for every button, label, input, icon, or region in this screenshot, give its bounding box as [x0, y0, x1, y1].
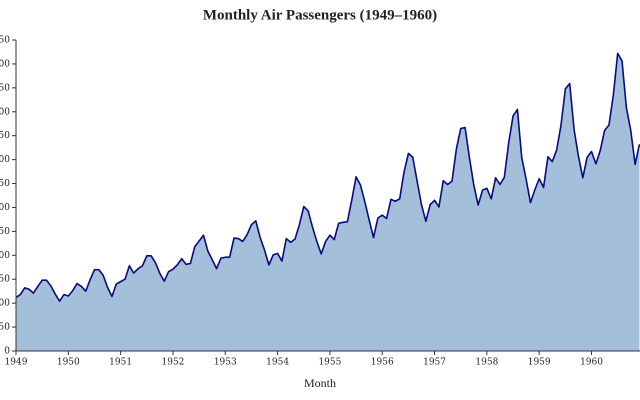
y-tick-label: 550 — [0, 83, 10, 93]
x-tick-label: 1955 — [318, 358, 341, 368]
y-tick-label: 450 — [0, 131, 10, 141]
chart-title: Monthly Air Passengers (1949–1960) — [203, 7, 437, 23]
x-tick-label: 1952 — [162, 358, 185, 368]
y-tick-label: 400 — [0, 155, 10, 165]
y-tick-label: 500 — [0, 107, 10, 117]
y-tick-label: 0 — [4, 347, 10, 357]
y-tick-label: 350 — [0, 179, 10, 189]
x-tick-label: 1949 — [5, 358, 28, 368]
y-tick-label: 150 — [0, 275, 10, 285]
y-tick-label: 600 — [0, 59, 10, 69]
x-tick-label: 1951 — [109, 358, 132, 368]
x-tick-label: 1958 — [475, 358, 498, 368]
x-tick-label: 1957 — [423, 358, 446, 368]
line — [15, 52, 640, 303]
area — [16, 53, 640, 352]
x-axis-label: Month — [304, 376, 336, 390]
x-tick-label: 1956 — [371, 358, 394, 368]
x-tick-label: 1953 — [214, 358, 237, 368]
x-tick-label: 1954 — [266, 358, 289, 368]
y-tick-label: 650 — [0, 36, 10, 46]
y-tick-label: 50 — [0, 323, 10, 333]
x-tick-label: 1950 — [57, 358, 80, 368]
x-tick-label: 1960 — [580, 358, 603, 368]
y-tick-label: 250 — [0, 227, 10, 237]
y-tick-label: 100 — [0, 299, 10, 309]
x-tick-label: 1959 — [528, 358, 551, 368]
y-tick-label: 200 — [0, 251, 10, 261]
y-tick-label: 300 — [0, 203, 10, 213]
